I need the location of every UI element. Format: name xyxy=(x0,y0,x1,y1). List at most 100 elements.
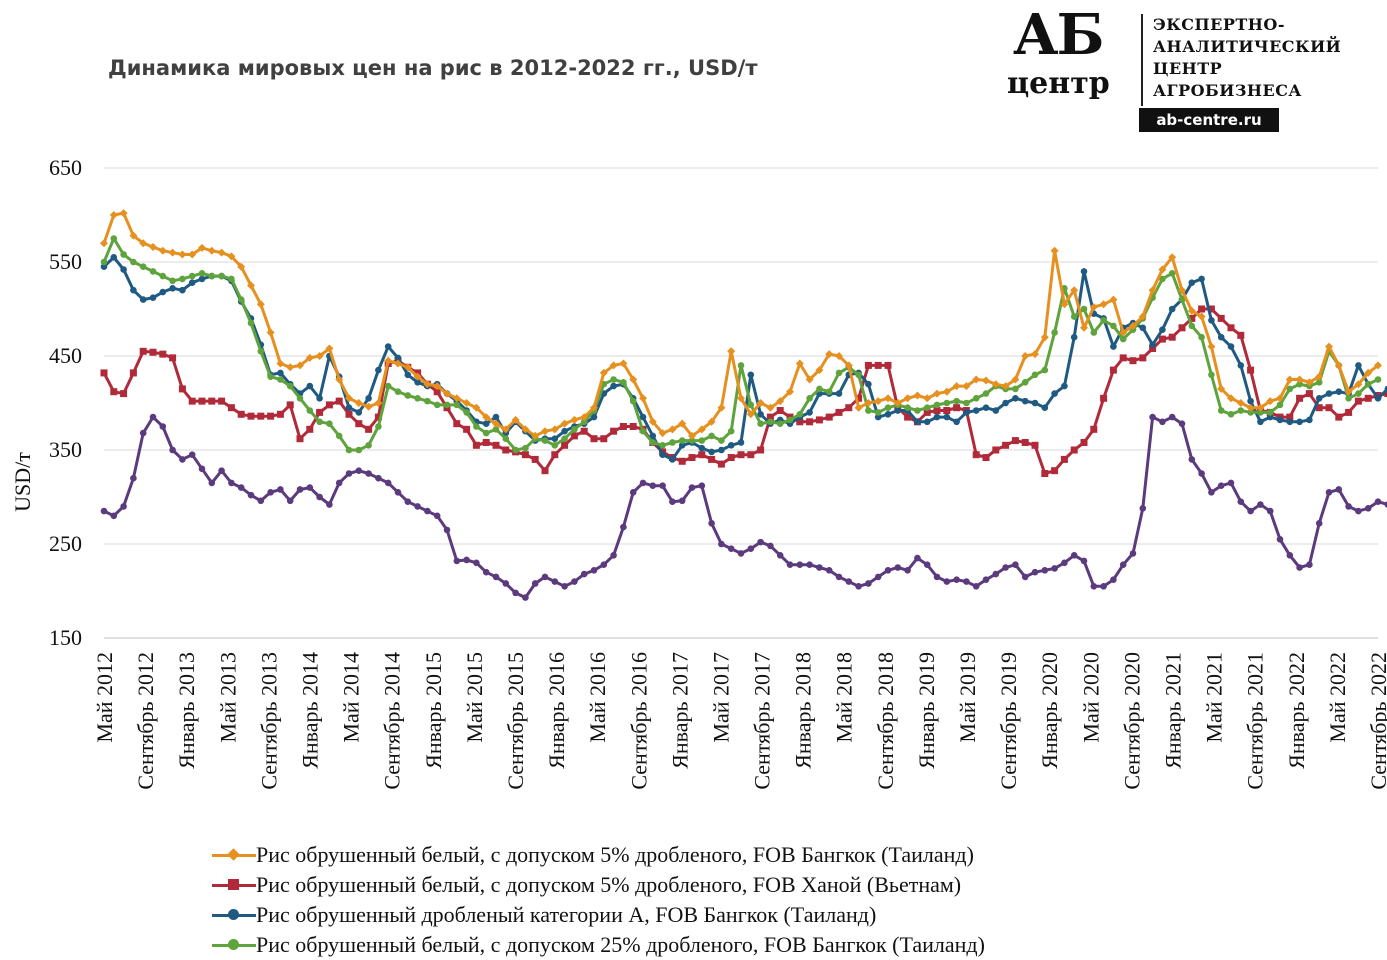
data-point xyxy=(973,395,980,402)
x-tick-label: Январь 2014 xyxy=(297,652,322,769)
data-point xyxy=(160,423,167,430)
data-point xyxy=(228,480,235,487)
data-point xyxy=(454,402,461,409)
data-point xyxy=(267,373,274,380)
legend-item-1: Рис обрушенный белый, с допуском 5% дроб… xyxy=(212,840,985,870)
data-point xyxy=(199,466,206,473)
data-point xyxy=(101,508,108,515)
data-point xyxy=(346,447,353,454)
data-point xyxy=(620,379,627,386)
data-point xyxy=(728,428,735,435)
data-point xyxy=(316,409,323,416)
data-point xyxy=(973,451,980,458)
series-group xyxy=(100,209,1387,601)
data-point xyxy=(816,386,823,393)
data-point xyxy=(748,402,755,409)
data-point xyxy=(610,383,617,390)
data-point xyxy=(1061,456,1068,463)
x-tick-label: Январь 2022 xyxy=(1284,652,1309,769)
data-point xyxy=(551,451,558,458)
x-tick-label: Май 2012 xyxy=(92,652,117,743)
data-point xyxy=(983,390,990,397)
data-point xyxy=(1189,456,1196,463)
data-point xyxy=(738,550,745,557)
x-tick-label: Май 2016 xyxy=(585,652,610,743)
data-point xyxy=(395,489,402,496)
data-point xyxy=(1326,404,1333,411)
data-point xyxy=(346,404,353,411)
data-point xyxy=(473,442,480,449)
data-point xyxy=(797,411,804,418)
data-point xyxy=(748,372,755,379)
data-point xyxy=(405,372,412,379)
data-point xyxy=(1159,419,1166,426)
data-point xyxy=(326,420,333,427)
legend-label-1: Рис обрушенный белый, с допуском 5% дроб… xyxy=(256,842,974,868)
data-point xyxy=(669,439,676,446)
data-point xyxy=(110,388,117,395)
data-point xyxy=(1345,395,1352,402)
data-point xyxy=(1032,400,1039,407)
legend-item-2: Рис обрушенный белый, с допуском 5% дроб… xyxy=(212,870,985,900)
data-point xyxy=(1012,386,1019,393)
data-point xyxy=(1267,409,1274,416)
data-point xyxy=(453,420,460,427)
x-tick-label: Январь 2017 xyxy=(667,652,692,769)
data-point xyxy=(738,451,745,458)
data-point xyxy=(297,486,304,493)
data-point xyxy=(650,439,657,446)
data-point xyxy=(238,484,245,491)
data-point xyxy=(1316,520,1323,527)
data-point xyxy=(924,561,931,568)
data-point xyxy=(895,564,902,571)
x-tick-label: Май 2013 xyxy=(215,652,240,743)
data-point xyxy=(1159,336,1166,343)
data-point xyxy=(600,435,607,442)
data-point xyxy=(875,362,882,369)
data-point xyxy=(542,437,549,444)
data-point xyxy=(1110,323,1117,330)
data-point xyxy=(875,409,882,416)
x-tick-label: Январь 2021 xyxy=(1161,652,1186,769)
data-point xyxy=(140,348,147,355)
data-point xyxy=(610,428,617,435)
data-point xyxy=(1228,343,1235,350)
data-point xyxy=(914,555,921,562)
data-point xyxy=(1257,501,1264,508)
data-point xyxy=(718,447,725,454)
data-point xyxy=(1130,550,1137,557)
data-point xyxy=(1100,583,1107,590)
data-point xyxy=(532,580,539,587)
data-point xyxy=(1100,395,1107,402)
data-point xyxy=(444,402,451,409)
data-point xyxy=(718,437,725,444)
y-tick-label: 150 xyxy=(49,625,82,650)
data-point xyxy=(1012,561,1019,568)
data-point xyxy=(385,480,392,487)
data-point xyxy=(218,398,225,405)
data-point xyxy=(865,407,872,414)
data-point xyxy=(1110,343,1117,350)
data-point xyxy=(1051,329,1058,336)
data-point xyxy=(1207,343,1215,351)
data-point xyxy=(277,376,284,383)
data-point xyxy=(1169,334,1176,341)
data-point xyxy=(307,407,314,414)
x-tick-label: Январь 2020 xyxy=(1037,652,1062,769)
data-point xyxy=(1238,498,1245,505)
data-point xyxy=(424,398,431,405)
data-point xyxy=(1365,505,1372,512)
x-tick-label: Сентябрь 2021 xyxy=(1243,652,1268,790)
data-point xyxy=(1218,334,1225,341)
data-point xyxy=(1247,508,1254,515)
data-point xyxy=(276,360,284,368)
data-point xyxy=(1189,279,1196,286)
data-point xyxy=(463,426,470,433)
data-point xyxy=(493,414,500,421)
data-point xyxy=(502,447,509,454)
data-point xyxy=(169,285,176,292)
data-point xyxy=(826,388,833,395)
x-tick-label: Сентябрь 2019 xyxy=(996,652,1021,790)
data-point xyxy=(542,574,549,581)
data-point xyxy=(316,494,323,501)
